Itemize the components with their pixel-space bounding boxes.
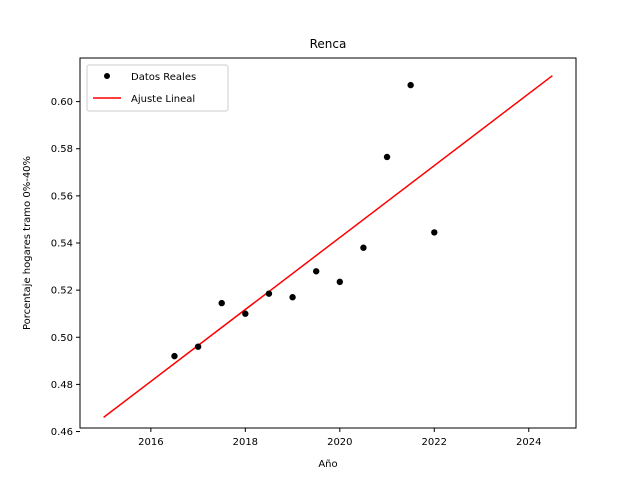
y-tick-label: 0.60 xyxy=(51,97,73,108)
fit-line xyxy=(103,75,553,418)
legend-marker-datos-reales xyxy=(104,73,110,79)
legend-box xyxy=(86,64,229,112)
x-axis-label: Año xyxy=(318,459,337,470)
plot-area: 2016 2018 2020 2022 2024 0.46 0.48 0.50 0.52 0.5… xyxy=(51,57,577,448)
data-point xyxy=(336,278,344,286)
chart-title: Renca xyxy=(310,37,347,51)
data-point xyxy=(242,310,249,317)
data-point xyxy=(312,268,320,275)
x-tick-label: 2020 xyxy=(327,437,352,448)
y-axis-label: Porcentaje hogares tramo 0%-40% xyxy=(22,156,33,330)
y-tick-label: 0.54 xyxy=(51,239,73,250)
data-point xyxy=(218,299,225,307)
data-point xyxy=(431,229,438,236)
y-tick-label: 0.52 xyxy=(51,286,73,297)
y-tick-label: 0.48 xyxy=(51,380,73,391)
legend: Datos Reales Ajuste Lineal xyxy=(86,64,229,112)
legend-label-ajuste-lineal: Ajuste Lineal xyxy=(131,94,195,105)
legend-label-datos-reales: Datos Reales xyxy=(131,72,196,83)
x-tick-label: 2024 xyxy=(516,437,541,448)
data-points-layer xyxy=(171,81,438,360)
plot-frame xyxy=(79,57,577,429)
x-tick-label: 2018 xyxy=(233,437,258,448)
data-point xyxy=(407,81,414,89)
y-axis-ticks: 0.46 0.48 0.50 0.52 0.54 0.56 0.58 0.60 xyxy=(51,97,80,438)
y-tick-label: 0.56 xyxy=(51,191,73,202)
x-tick-label: 2022 xyxy=(422,437,447,448)
data-point xyxy=(289,294,296,301)
fit-line-layer xyxy=(103,75,553,418)
data-point xyxy=(265,290,273,297)
data-point xyxy=(194,343,202,350)
x-axis-ticks: 2016 2018 2020 2022 2024 xyxy=(138,428,541,448)
data-point xyxy=(360,244,367,251)
x-tick-label: 2016 xyxy=(138,437,163,448)
data-point xyxy=(171,352,178,360)
y-tick-label: 0.50 xyxy=(51,333,73,344)
y-tick-label: 0.46 xyxy=(51,427,73,438)
y-tick-label: 0.58 xyxy=(51,144,73,155)
data-point xyxy=(383,153,391,161)
